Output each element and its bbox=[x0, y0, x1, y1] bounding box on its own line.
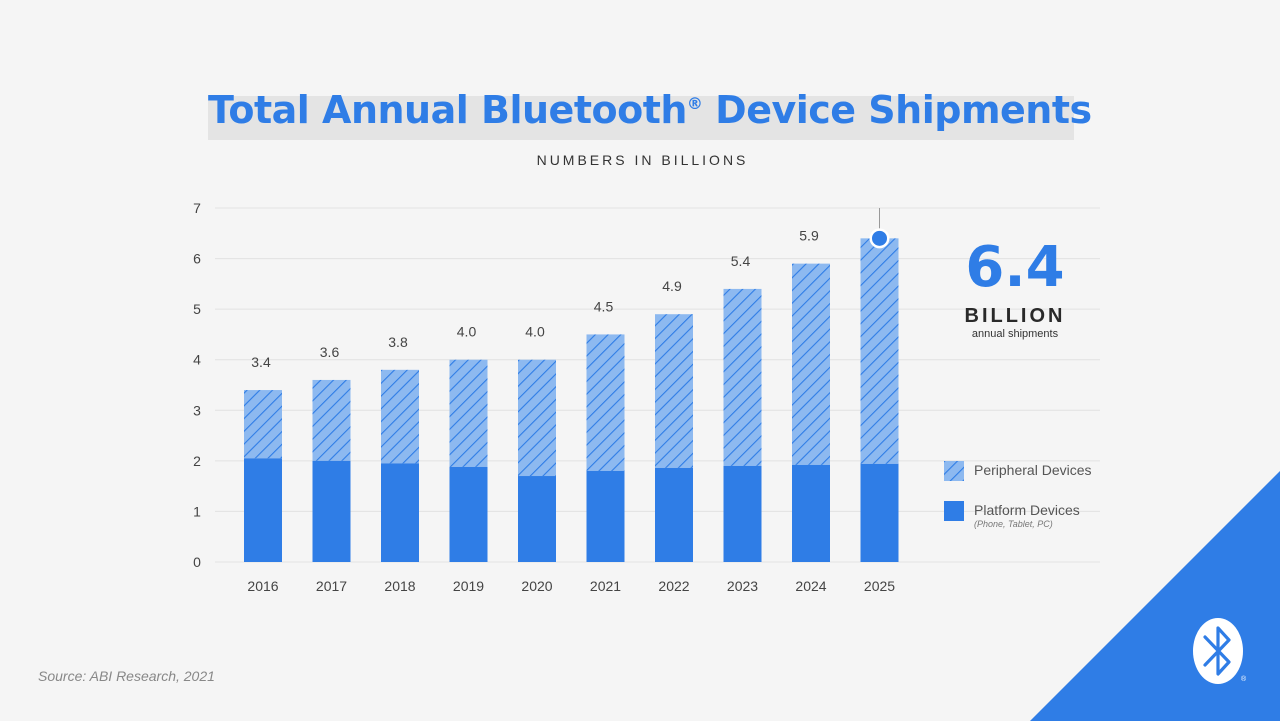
bar-peripheral bbox=[586, 334, 625, 471]
data-label: 5.9 bbox=[799, 228, 819, 244]
data-label: 3.6 bbox=[320, 344, 340, 360]
bar-platform bbox=[312, 460, 351, 562]
x-tick-label: 2019 bbox=[453, 578, 484, 594]
legend-swatch-platform bbox=[944, 501, 964, 521]
data-label: 4.9 bbox=[662, 278, 682, 294]
bar-peripheral bbox=[244, 390, 282, 459]
corner-decoration: ® bbox=[1030, 471, 1280, 721]
x-tick-label: 2018 bbox=[384, 578, 415, 594]
bar-peripheral bbox=[312, 379, 351, 461]
y-tick-label: 2 bbox=[193, 453, 201, 469]
data-label: 5.4 bbox=[731, 253, 751, 269]
svg-text:®: ® bbox=[1241, 675, 1247, 683]
x-tick-label: 2025 bbox=[864, 578, 895, 594]
bar-peripheral bbox=[518, 359, 556, 477]
bar-platform bbox=[860, 463, 899, 562]
bar-platform bbox=[655, 467, 693, 562]
registered-mark: ® bbox=[686, 94, 703, 113]
x-tick-label: 2020 bbox=[521, 578, 552, 594]
legend-label-platform: Platform Devices bbox=[974, 502, 1080, 518]
title-text: Total Annual Bluetooth bbox=[208, 88, 687, 132]
x-tick-label: 2022 bbox=[658, 578, 689, 594]
bar-peripheral bbox=[723, 288, 762, 466]
y-tick-label: 4 bbox=[193, 352, 201, 368]
x-tick-label: 2017 bbox=[316, 578, 347, 594]
bar-peripheral bbox=[449, 359, 488, 467]
chart-title: Total Annual Bluetooth® Device Shipments bbox=[208, 88, 1092, 132]
data-label: 4.5 bbox=[594, 298, 614, 314]
bar-peripheral bbox=[792, 263, 830, 465]
bar-platform bbox=[586, 470, 625, 562]
data-label: 4.0 bbox=[457, 324, 477, 340]
title-background bbox=[208, 96, 1074, 140]
bar-peripheral bbox=[860, 238, 899, 464]
title-text-rest: Device Shipments bbox=[702, 88, 1092, 132]
legend-note-platform: (Phone, Tablet, PC) bbox=[974, 519, 1053, 529]
y-tick-label: 0 bbox=[193, 554, 201, 570]
y-tick-label: 1 bbox=[193, 503, 201, 519]
bar-platform bbox=[792, 464, 830, 562]
bar-peripheral bbox=[655, 314, 693, 468]
bar-platform bbox=[381, 463, 419, 562]
y-tick-label: 5 bbox=[193, 301, 201, 317]
y-tick-label: 3 bbox=[193, 402, 201, 418]
x-tick-label: 2016 bbox=[247, 578, 278, 594]
x-tick-label: 2023 bbox=[727, 578, 758, 594]
callout-value: 6.4 bbox=[965, 235, 1065, 300]
x-tick-label: 2021 bbox=[590, 578, 621, 594]
y-tick-label: 7 bbox=[193, 200, 201, 216]
legend-text-platform: Platform Devices (Phone, Tablet, PC) bbox=[974, 501, 1080, 529]
bluetooth-logo-icon: ® bbox=[1193, 618, 1247, 684]
legend-swatch-peripheral bbox=[944, 461, 964, 481]
data-label: 4.0 bbox=[525, 324, 545, 340]
x-tick-label: 2024 bbox=[795, 578, 826, 594]
bar-platform bbox=[518, 476, 556, 562]
legend-item-peripheral: Peripheral Devices bbox=[944, 461, 1092, 481]
source-note: Source: ABI Research, 2021 bbox=[38, 668, 215, 684]
bar-platform bbox=[449, 466, 488, 562]
highlight-marker bbox=[872, 230, 887, 246]
legend-item-platform: Platform Devices (Phone, Tablet, PC) bbox=[944, 501, 1080, 529]
bar-platform bbox=[244, 458, 282, 562]
callout-unit: BILLION bbox=[964, 305, 1066, 327]
legend-label-peripheral: Peripheral Devices bbox=[974, 462, 1092, 478]
callout-description: annual shipments bbox=[971, 328, 1059, 340]
data-label: 3.8 bbox=[388, 334, 408, 350]
bar-peripheral bbox=[381, 369, 419, 464]
bar-platform bbox=[723, 465, 762, 562]
chart-subtitle: NUMBERS IN BILLIONS bbox=[536, 152, 749, 168]
data-label: 3.4 bbox=[251, 354, 271, 370]
y-tick-label: 6 bbox=[193, 251, 201, 267]
corner-triangle bbox=[1030, 471, 1280, 721]
